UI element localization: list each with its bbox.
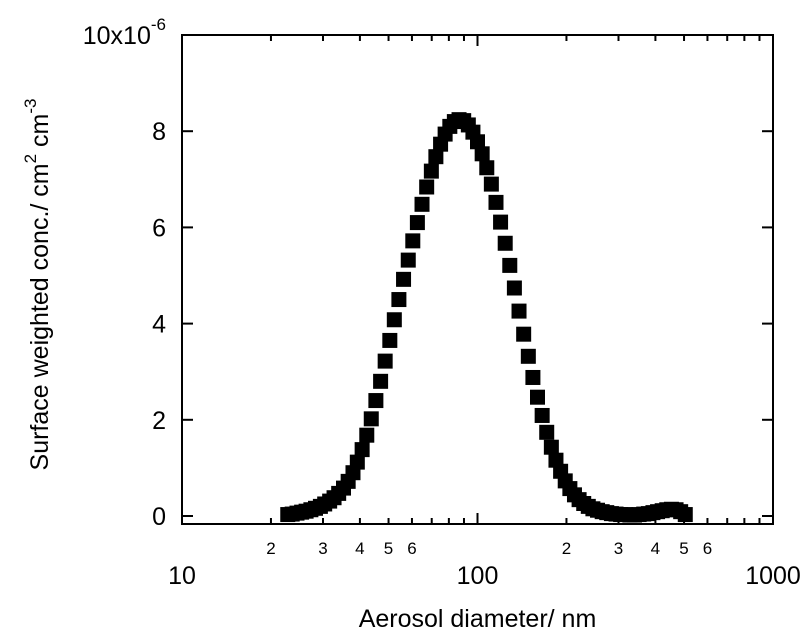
x-minor-tick-label: 5 bbox=[679, 539, 688, 558]
y-tick-label-text: 0 bbox=[152, 503, 166, 531]
data-point bbox=[409, 215, 425, 231]
x-minor-tick-label: 2 bbox=[266, 539, 275, 558]
data-point bbox=[363, 411, 379, 427]
y-title-exponent-1: 2 bbox=[21, 154, 40, 163]
y-tick-label-text: 2 bbox=[152, 407, 166, 435]
y-title-exponent-2: -3 bbox=[21, 99, 40, 114]
y-tick-label: 8 bbox=[152, 118, 166, 146]
data-point bbox=[488, 194, 504, 210]
data-point bbox=[428, 149, 444, 165]
data-point bbox=[382, 332, 398, 348]
x-minor-tick-label: 2 bbox=[562, 539, 571, 558]
data-point bbox=[414, 196, 430, 212]
y-tick-label-exponent: -6 bbox=[151, 15, 166, 34]
x-axis-title: Aerosol diameter/ nm bbox=[359, 605, 597, 633]
data-point bbox=[483, 176, 499, 192]
data-point bbox=[423, 163, 439, 179]
y-title-unit: cm bbox=[26, 114, 54, 154]
x-minor-tick-label: 6 bbox=[407, 539, 416, 558]
x-minor-tick-label: 4 bbox=[651, 539, 660, 558]
data-point bbox=[534, 407, 550, 423]
data-point bbox=[493, 214, 509, 230]
data-point bbox=[354, 442, 370, 458]
data-point bbox=[520, 348, 536, 364]
axis-ticks bbox=[181, 34, 774, 524]
data-point bbox=[405, 233, 421, 249]
data-point bbox=[525, 369, 541, 385]
y-tick-label: 10x10-6 bbox=[83, 15, 166, 50]
data-point bbox=[539, 424, 555, 440]
y-tick-label-text: 10x10 bbox=[83, 22, 151, 50]
data-points bbox=[280, 112, 693, 523]
x-major-tick-label: 1000 bbox=[745, 562, 801, 590]
data-point bbox=[511, 303, 527, 319]
data-point bbox=[470, 134, 485, 150]
data-point bbox=[516, 326, 532, 342]
data-point bbox=[506, 280, 522, 296]
data-point bbox=[400, 252, 416, 268]
data-point bbox=[386, 312, 402, 328]
data-point bbox=[391, 292, 407, 308]
y-tick-label: 0 bbox=[152, 503, 166, 531]
x-major-tick-label: 10 bbox=[168, 562, 196, 590]
data-point bbox=[368, 393, 384, 409]
plot-frame bbox=[181, 34, 774, 525]
y-tick-label: 4 bbox=[152, 311, 166, 339]
data-point bbox=[377, 353, 393, 369]
data-point bbox=[359, 427, 375, 443]
data-point bbox=[419, 179, 435, 195]
x-minor-tick-label: 5 bbox=[384, 539, 393, 558]
x-minor-tick-label: 4 bbox=[355, 539, 364, 558]
data-point bbox=[497, 235, 513, 251]
data-point bbox=[677, 507, 693, 523]
data-point bbox=[502, 257, 518, 273]
y-title-text: Surface weighted conc./ cm bbox=[26, 163, 54, 470]
x-major-tick-label: 100 bbox=[457, 562, 499, 590]
data-point bbox=[543, 439, 559, 455]
data-point bbox=[373, 373, 389, 389]
y-tick-label: 6 bbox=[152, 214, 166, 242]
y-tick-label-text: 8 bbox=[152, 118, 166, 146]
y-tick-label-text: 6 bbox=[152, 214, 166, 242]
y-tick-label: 2 bbox=[152, 407, 166, 435]
x-minor-tick-label: 6 bbox=[703, 539, 712, 558]
data-point bbox=[396, 271, 412, 287]
y-tick-label-text: 4 bbox=[152, 311, 166, 339]
x-minor-tick-label: 3 bbox=[614, 539, 623, 558]
y-axis-title: Surface weighted conc./ cm2 cm-3 bbox=[21, 99, 54, 471]
data-point bbox=[474, 146, 490, 162]
data-point bbox=[529, 389, 545, 405]
x-minor-tick-label: 3 bbox=[318, 539, 327, 558]
data-point bbox=[479, 160, 495, 176]
data-point bbox=[349, 454, 365, 470]
